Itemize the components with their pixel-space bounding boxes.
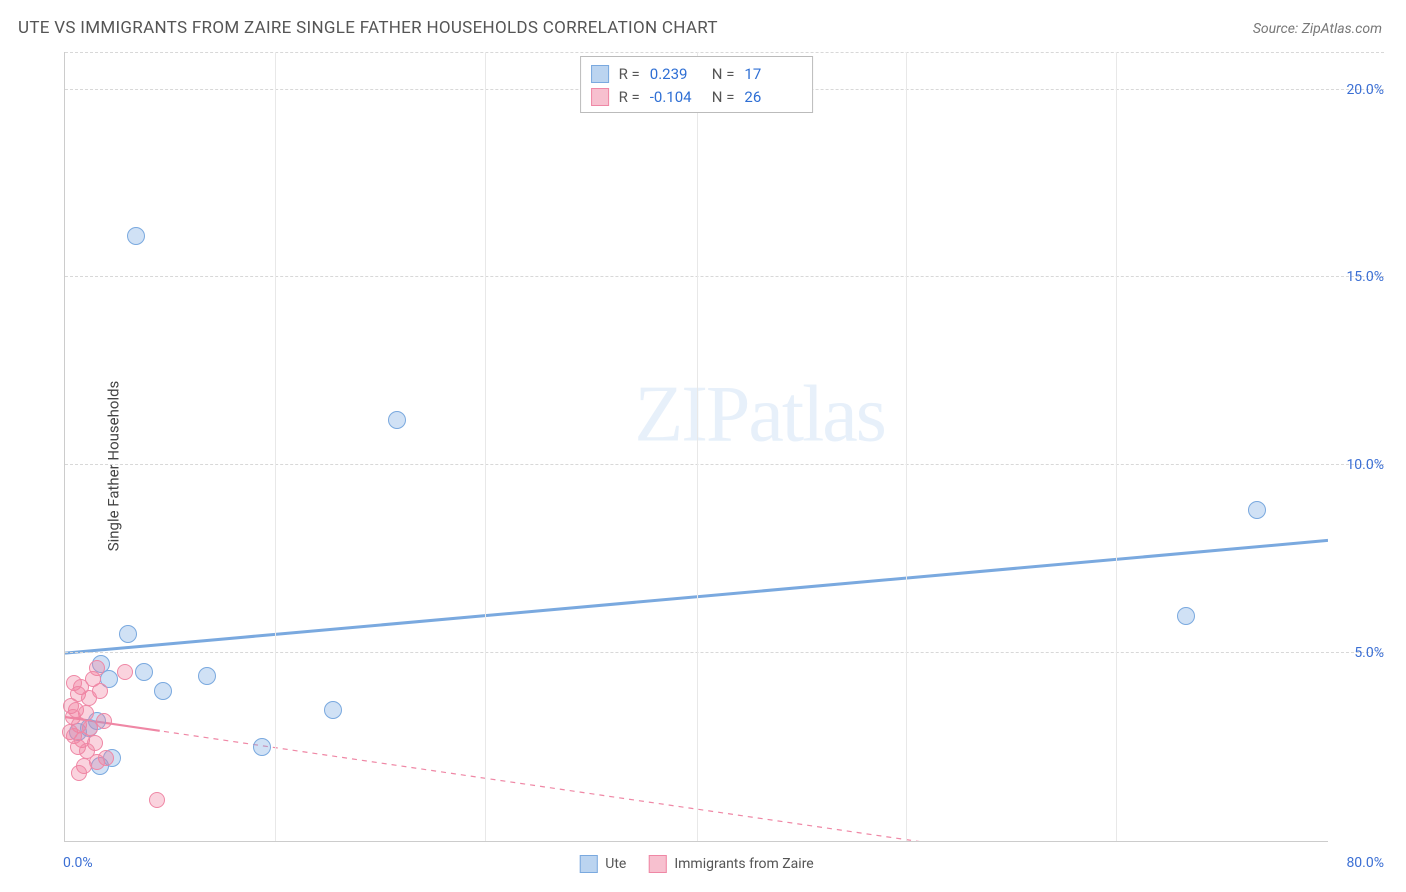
scatter-point <box>96 713 112 729</box>
legend-label-ute: Ute <box>605 856 626 872</box>
swatch-pink-icon <box>591 88 609 106</box>
y-tick-label: 10.0% <box>1334 457 1384 473</box>
watermark-atlas: atlas <box>748 370 885 458</box>
r-label: R = <box>619 86 640 109</box>
scatter-point <box>154 682 172 700</box>
gridline-h <box>65 276 1384 277</box>
scatter-point <box>253 738 271 756</box>
scatter-point <box>1248 501 1266 519</box>
scatter-point <box>127 227 145 245</box>
legend-item-zaire: Immigrants from Zaire <box>648 855 813 873</box>
scatter-point <box>117 664 133 680</box>
n-label: N = <box>712 63 735 86</box>
gridline-v <box>906 52 907 841</box>
legend-row-ute: R = 0.239 N = 17 <box>591 63 797 86</box>
watermark-zip: ZIP <box>634 370 748 458</box>
y-tick-label: 20.0% <box>1334 82 1384 98</box>
scatter-point <box>1177 607 1195 625</box>
scatter-point <box>149 792 165 808</box>
n-label: N = <box>712 86 735 109</box>
r-label: R = <box>619 63 640 86</box>
gridline-v <box>697 52 698 841</box>
chart-area: Single Father Households ZIPatlas R = 0.… <box>18 52 1388 880</box>
scatter-point <box>119 625 137 643</box>
swatch-blue-icon <box>591 65 609 83</box>
scatter-point <box>81 690 97 706</box>
scatter-point <box>71 765 87 781</box>
x-tick-label: 0.0% <box>63 855 93 871</box>
x-tick-label: 80.0% <box>1346 855 1384 871</box>
chart-title: UTE VS IMMIGRANTS FROM ZAIRE SINGLE FATH… <box>18 18 718 38</box>
swatch-blue-icon <box>579 855 597 873</box>
chart-source: Source: ZipAtlas.com <box>1253 21 1382 37</box>
r-value-ute: 0.239 <box>650 63 702 86</box>
n-value-zaire: 26 <box>744 86 796 109</box>
legend-row-zaire: R = -0.104 N = 26 <box>591 86 797 109</box>
gridline-h <box>65 52 1384 53</box>
scatter-point <box>198 667 216 685</box>
r-value-zaire: -0.104 <box>650 86 702 109</box>
gridline-v <box>275 52 276 841</box>
plot-area: ZIPatlas R = 0.239 N = 17 R = -0.104 N =… <box>64 52 1328 842</box>
y-tick-label: 15.0% <box>1334 269 1384 285</box>
legend-item-ute: Ute <box>579 855 626 873</box>
gridline-v <box>485 52 486 841</box>
gridline-h <box>65 652 1384 653</box>
scatter-point <box>324 701 342 719</box>
swatch-pink-icon <box>648 855 666 873</box>
series-legend: Ute Immigrants from Zaire <box>579 855 813 873</box>
legend-label-zaire: Immigrants from Zaire <box>674 856 813 872</box>
watermark: ZIPatlas <box>634 369 885 460</box>
y-tick-label: 5.0% <box>1334 645 1384 661</box>
scatter-point <box>388 411 406 429</box>
scatter-point <box>135 663 153 681</box>
n-value-ute: 17 <box>744 63 796 86</box>
chart-header: UTE VS IMMIGRANTS FROM ZAIRE SINGLE FATH… <box>0 0 1406 46</box>
gridline-h <box>65 464 1384 465</box>
gridline-v <box>1116 52 1117 841</box>
correlation-legend: R = 0.239 N = 17 R = -0.104 N = 26 <box>580 56 814 113</box>
